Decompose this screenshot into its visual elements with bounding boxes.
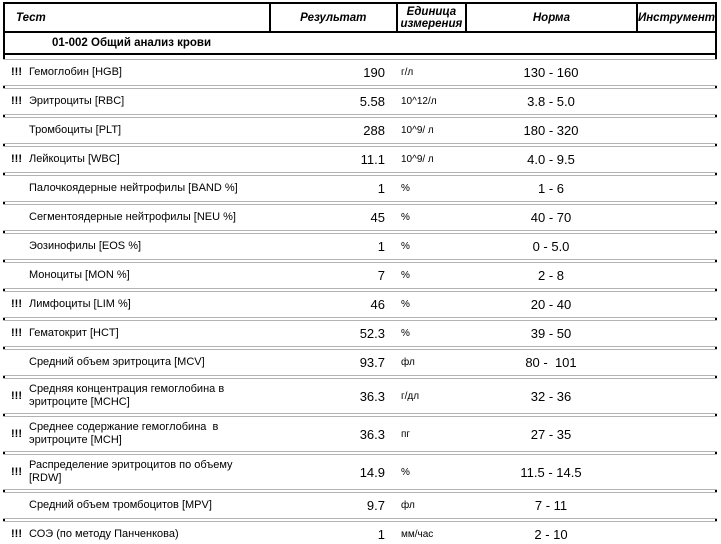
norm-range: 11.5 - 14.5 — [520, 464, 582, 480]
column-header-unit: Единица измерения — [395, 4, 465, 31]
table-row: !!! Средняя концентрация гемоглобина в э… — [3, 378, 717, 414]
table-row: Палочкоядерные нейтрофилы [BAND %] 1 % 1… — [3, 175, 717, 202]
norm-range: 7 - 11 — [534, 498, 568, 513]
abnormal-flag: !!! — [11, 66, 22, 78]
unit-value: фл — [401, 357, 415, 368]
table-row: !!! СОЭ (по методу Панченкова) 1 мм/час … — [3, 521, 717, 544]
column-header-norm: Норма — [464, 4, 636, 31]
norm-range: 39 - 50 — [530, 326, 572, 341]
unit-value: % — [401, 299, 410, 310]
unit-value: мм/час — [401, 529, 434, 540]
norm-range: 32 - 36 — [530, 388, 572, 404]
test-name: Среднее содержание гемоглобина в эритроц… — [29, 421, 222, 446]
table-row: Тромбоциты [PLT] 288 10^9/ л 180 - 320 — [3, 117, 717, 144]
table-row: Сегментоядерные нейтрофилы [NEU %] 45 % … — [3, 204, 717, 231]
test-name: Средний объем тромбоцитов [MPV] — [29, 499, 212, 511]
result-value: 11.1 — [360, 152, 385, 167]
table-row: Эозинофилы [EOS %] 1 % 0 - 5.0 — [3, 233, 717, 260]
unit-value: пг — [401, 428, 411, 440]
table-row: !!! Лимфоциты [LIM %] 46 % 20 - 40 — [3, 291, 717, 318]
abnormal-flag: !!! — [11, 327, 22, 339]
table-row: !!! Лейкоциты [WBC] 11.1 10^9/ л 4.0 - 9… — [3, 146, 717, 173]
unit-value: % — [401, 241, 410, 252]
test-name: Лимфоциты [LIM %] — [29, 298, 131, 310]
norm-range: 130 - 160 — [523, 65, 579, 80]
test-name: Гематокрит [HCT] — [29, 327, 119, 339]
unit-value: 10^12/л — [401, 96, 437, 107]
test-name: Эритроциты [RBC] — [29, 95, 125, 107]
abnormal-flag: !!! — [11, 427, 22, 440]
result-value: 36.3 — [359, 426, 385, 442]
result-value: 52.3 — [359, 326, 385, 341]
unit-value: % — [401, 212, 410, 223]
norm-range: 0 - 5.0 — [532, 239, 570, 254]
norm-range: 40 - 70 — [530, 210, 572, 225]
unit-value: г/дл — [401, 390, 420, 402]
table-header-row: Тест Результат Единица измерения Норма И… — [3, 2, 717, 33]
result-value: 288 — [363, 123, 385, 138]
test-name: Тромбоциты [PLT] — [29, 124, 122, 136]
abnormal-flag: !!! — [11, 95, 22, 107]
norm-range: 3.8 - 5.0 — [527, 94, 575, 109]
result-value: 46 — [370, 297, 385, 312]
table-row: Моноциты [MON %] 7 % 2 - 8 — [3, 262, 717, 289]
unit-value: 10^9/ л — [401, 125, 434, 136]
abnormal-flag: !!! — [11, 389, 22, 402]
panel-section-header: 01-002 Общий анализ крови — [3, 33, 717, 55]
column-header-test: Тест — [16, 11, 46, 24]
test-name: Средняя концентрация гемоглобина в эритр… — [29, 383, 228, 408]
abnormal-flag: !!! — [11, 153, 22, 165]
unit-value: 10^9/ л — [401, 154, 434, 165]
table-row: !!! Гемоглобин [HGB] 190 г/л 130 - 160 — [3, 59, 717, 86]
test-name: СОЭ (по методу Панченкова) — [29, 528, 179, 540]
result-value: 93.7 — [359, 355, 385, 370]
table-body: !!! Гемоглобин [HGB] 190 г/л 130 - 160 !… — [3, 59, 717, 544]
test-name: Эозинофилы [EOS %] — [29, 240, 142, 252]
table-row: !!! Распределение эритроцитов по объему … — [3, 454, 717, 490]
norm-range: 20 - 40 — [530, 297, 572, 312]
norm-range: 2 - 8 — [537, 268, 564, 283]
norm-range: 2 - 10 — [534, 527, 568, 542]
unit-value: % — [401, 466, 410, 478]
norm-range: 27 - 35 — [530, 426, 572, 442]
result-value: 1 — [377, 527, 385, 542]
test-name: Лейкоциты [WBC] — [29, 153, 120, 165]
result-value: 1 — [377, 181, 385, 196]
result-value: 190 — [363, 65, 385, 80]
abnormal-flag: !!! — [11, 528, 22, 540]
table-row: !!! Среднее содержание гемоглобина в эри… — [3, 416, 717, 452]
table-row: Средний объем эритроцита [MCV] 93.7 фл 8… — [3, 349, 717, 376]
column-header-instrument: Инструмент — [635, 4, 715, 31]
result-value: 36.3 — [359, 388, 385, 404]
table-row: Средний объем тромбоцитов [MPV] 9.7 фл 7… — [3, 492, 717, 519]
unit-value: % — [401, 328, 410, 339]
abnormal-flag: !!! — [11, 298, 22, 310]
result-value: 1 — [377, 239, 385, 254]
result-value: 9.7 — [366, 498, 385, 513]
test-name: Распределение эритроцитов по объему [RDW… — [29, 459, 236, 484]
panel-section-title: 01-002 Общий анализ крови — [52, 37, 212, 49]
result-value: 7 — [377, 268, 385, 283]
abnormal-flag: !!! — [11, 465, 22, 478]
result-value: 45 — [370, 210, 385, 225]
unit-value: % — [401, 183, 410, 194]
unit-value: фл — [401, 500, 415, 511]
table-row: !!! Эритроциты [RBC] 5.58 10^12/л 3.8 - … — [3, 88, 717, 115]
test-name: Гемоглобин [HGB] — [29, 66, 122, 78]
test-name: Средний объем эритроцита [MCV] — [29, 356, 205, 368]
table-row: !!! Гематокрит [HCT] 52.3 % 39 - 50 — [3, 320, 717, 347]
test-name: Палочкоядерные нейтрофилы [BAND %] — [29, 182, 238, 194]
result-value: 5.58 — [359, 94, 385, 109]
unit-value: г/л — [401, 67, 414, 78]
column-header-result: Результат — [268, 4, 396, 31]
norm-range: 4.0 - 9.5 — [527, 152, 575, 167]
norm-range: 180 - 320 — [523, 123, 579, 138]
unit-value: % — [401, 270, 410, 281]
norm-range: 1 - 6 — [537, 181, 564, 196]
test-name: Моноциты [MON %] — [29, 269, 130, 281]
test-name: Сегментоядерные нейтрофилы [NEU %] — [29, 211, 236, 223]
result-value: 14.9 — [359, 464, 385, 480]
norm-range: 80 - 101 — [525, 355, 577, 370]
